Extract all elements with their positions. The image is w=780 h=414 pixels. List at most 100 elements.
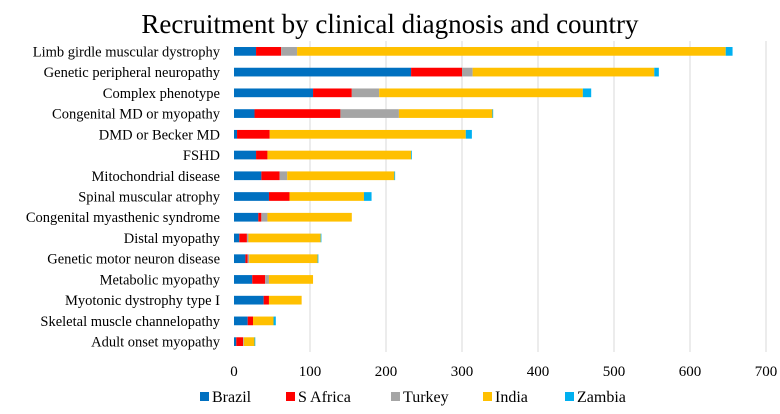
bar-segment-s-africa [268, 192, 290, 201]
legend-swatch [200, 392, 209, 401]
legend-label: Brazil [212, 389, 252, 406]
bar-segment-india [267, 212, 352, 222]
bar-segment-s-africa [247, 316, 253, 326]
bar-segment-brazil [234, 171, 262, 181]
bar-segment-s-africa [256, 150, 268, 160]
x-tick-label: 200 [375, 364, 398, 380]
bar-segment-brazil [234, 212, 259, 222]
bar-segment-s-africa [261, 171, 280, 181]
bar-segment-zambia [254, 337, 256, 346]
bar-segment-turkey [462, 67, 473, 77]
bar-segment-brazil [234, 233, 240, 243]
category-labels: Limb girdle muscular dystrophy Genetic pe… [26, 44, 221, 350]
bar-segment-s-africa [245, 254, 248, 264]
category-label: FSHD [183, 148, 220, 164]
bar-segment-zambia [320, 233, 322, 243]
x-tick-label: 300 [451, 364, 474, 380]
bar-segment-brazil [234, 109, 255, 118]
bar-segment-brazil [234, 295, 264, 305]
x-tick-label: 600 [679, 364, 702, 380]
bar-segment-turkey [281, 47, 298, 56]
bar-segment-zambia [725, 47, 733, 56]
legend-label: Zambia [577, 389, 626, 406]
category-label: Skeletal muscle channelopathy [40, 314, 220, 330]
bar-segment-brazil [234, 47, 257, 56]
bars [234, 47, 733, 346]
bar-segment-turkey [247, 254, 250, 264]
bar-segment-zambia [273, 316, 276, 326]
bar-segment-turkey [351, 88, 380, 98]
bar-segment-india [249, 254, 318, 264]
bar-segment-brazil [234, 275, 253, 284]
category-label: Metabolic myopathy [100, 272, 221, 288]
x-tick-label: 0 [230, 364, 238, 380]
legend-label: India [495, 389, 528, 406]
bar-segment-turkey [340, 109, 399, 118]
legend-swatch [391, 392, 400, 401]
bar-segment-india [287, 171, 395, 181]
bar-segment-s-africa [263, 295, 269, 305]
category-label: Adult onset myopathy [91, 335, 221, 351]
bar-segment-india [268, 275, 314, 284]
bar-segment-turkey [279, 171, 288, 181]
bar-segment-s-africa [252, 275, 266, 284]
category-label: Myotonic dystrophy type I [65, 293, 220, 309]
bar-segment-india [472, 67, 655, 77]
x-tick-label: 500 [603, 364, 626, 380]
category-label: Genetic motor neuron disease [47, 252, 220, 268]
bar-segment-brazil [234, 150, 257, 160]
category-label: Congenital myasthenic syndrome [26, 210, 220, 226]
bar-segment-india [268, 295, 302, 305]
bar-segment-s-africa [236, 337, 244, 346]
x-axis-tick-labels: 0 100 200 300 400 500 600 700 [230, 364, 777, 380]
bar-segment-turkey [261, 212, 268, 222]
bar-segment-zambia [492, 109, 494, 118]
category-label: Congenital MD or myopathy [52, 107, 221, 123]
bar-segment-zambia [317, 254, 319, 264]
bar-segment-brazil [234, 192, 269, 201]
legend: Brazil S Africa Turkey India Zambia [200, 389, 626, 406]
category-label: Complex phenotype [103, 86, 220, 102]
bar-segment-s-africa [237, 129, 270, 139]
legend-label: S Africa [298, 389, 351, 406]
bar-segment-zambia [363, 192, 372, 201]
legend-label: Turkey [403, 389, 449, 406]
bar-segment-india [253, 316, 274, 326]
bar-segment-turkey [246, 233, 249, 243]
category-label: Distal myopathy [124, 231, 221, 247]
bar-segment-turkey [265, 275, 269, 284]
bar-segment-india [398, 109, 493, 118]
bar-segment-s-africa [411, 67, 462, 77]
category-label: Limb girdle muscular dystrophy [33, 44, 221, 60]
bar-segment-india [297, 47, 726, 56]
chart-title: Recruitment by clinical diagnosis and co… [141, 9, 639, 39]
bar-segment-india [267, 150, 412, 160]
category-label: Genetic peripheral neuropathy [44, 65, 221, 81]
bar-segment-zambia [411, 150, 412, 160]
bar-segment-india [248, 233, 321, 243]
bar-segment-india [289, 192, 364, 201]
gridlines [309, 41, 767, 352]
bar-segment-brazil [234, 316, 248, 326]
bar-segment-india [379, 88, 583, 98]
bar-segment-india [243, 337, 255, 346]
category-label: Spinal muscular atrophy [78, 190, 221, 206]
bar-segment-s-africa [254, 109, 341, 118]
bar-segment-brazil [234, 67, 412, 77]
legend-swatch [565, 392, 574, 401]
bar-segment-zambia [582, 88, 592, 98]
bar-segment-s-africa [239, 233, 247, 243]
bar-segment-brazil [234, 129, 238, 139]
bar-segment-zambia [654, 67, 659, 77]
bar-segment-india [269, 129, 466, 139]
bar-segment-zambia [394, 171, 396, 181]
bar-segment-brazil [234, 337, 237, 346]
bar-segment-zambia [465, 129, 472, 139]
x-tick-label: 700 [755, 364, 778, 380]
bar-segment-s-africa [313, 88, 352, 98]
bar-segment-turkey [243, 337, 244, 346]
x-tick-label: 100 [299, 364, 322, 380]
legend-swatch [483, 392, 492, 401]
bar-segment-s-africa [256, 47, 282, 56]
